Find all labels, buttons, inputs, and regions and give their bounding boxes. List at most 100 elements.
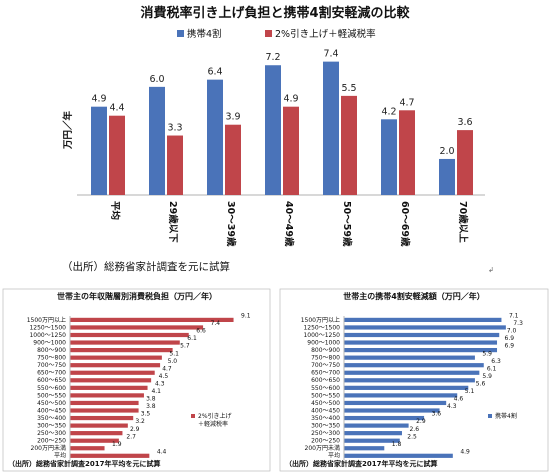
category-label-5: 50～59歳 xyxy=(341,201,353,247)
data-label-6: 5.9 xyxy=(482,350,492,357)
bar-2-4 xyxy=(283,106,299,195)
category-label-4: 40～49歳 xyxy=(283,201,295,247)
data-label-2-1: 4.4 xyxy=(109,103,124,114)
bar-10 xyxy=(344,385,469,390)
bar-15 xyxy=(70,423,128,428)
bar-1-7 xyxy=(439,158,455,195)
category-label-4: 900～1000 xyxy=(33,339,66,346)
data-label-18: 1.8 xyxy=(392,441,402,448)
category-label-15: 300～350 xyxy=(37,423,66,430)
data-label-13: 3.8 xyxy=(146,403,156,410)
chart-title: 世帯主の携帯4割安軽減額（万円／年） xyxy=(343,291,485,301)
income-mobile-saving-chart: 世帯主の携帯4割安軽減額（万円／年） 1500万円以上 7.1 1250～1500 7.… xyxy=(285,291,523,468)
category-label-17: 200～250 xyxy=(311,438,340,445)
legend-label: 携帯4割 xyxy=(495,412,517,420)
data-label-17: 2.7 xyxy=(126,433,136,440)
bar-18 xyxy=(70,446,105,451)
data-label-19: 4.4 xyxy=(157,448,167,455)
data-label-10: 5.6 xyxy=(476,380,486,387)
category-label-5: 800～900 xyxy=(311,347,340,354)
category-label-7: 70歳以上 xyxy=(457,201,469,243)
data-label-2-4: 4.9 xyxy=(283,94,298,105)
data-label-16: 2.6 xyxy=(409,426,419,433)
data-label-9: 5.9 xyxy=(482,373,492,380)
data-label-2-2: 3.3 xyxy=(167,123,182,134)
income-tax-burden-chart: 世帯主の年収階層別消費税負担（万円／年） 1500万円以上 9.1 1250～1500… xyxy=(8,291,251,468)
main-source-note: （出所）総務省家計調査を元に試算 xyxy=(62,260,230,273)
bar-2-6 xyxy=(399,110,415,195)
data-label-7: 5.0 xyxy=(168,358,178,365)
category-label-9: 600～650 xyxy=(311,377,340,384)
bar-19 xyxy=(344,453,453,458)
bar-11 xyxy=(344,393,458,398)
bar-12 xyxy=(70,400,139,406)
bar-1 xyxy=(344,317,502,322)
category-label-7: 700～750 xyxy=(37,362,66,369)
cursor-mark: ↲ xyxy=(488,266,494,274)
bar-18 xyxy=(344,446,385,451)
bar-8 xyxy=(344,370,480,375)
data-label-18: 1.9 xyxy=(112,441,122,448)
main-title: 消費税率引き上げ負担と携帯4割安軽減の比較 xyxy=(140,5,410,21)
bar-1-1 xyxy=(91,106,107,195)
bar-3 xyxy=(70,332,189,338)
data-label-8: 6.1 xyxy=(487,365,497,372)
data-label-1-2: 6.0 xyxy=(149,74,164,85)
bar-6 xyxy=(70,355,162,360)
bar-2 xyxy=(344,325,506,330)
bar-16 xyxy=(70,431,123,436)
data-label-11: 5.1 xyxy=(465,388,475,395)
bar-1-4 xyxy=(265,65,281,195)
category-label-13: 400～450 xyxy=(311,407,340,414)
data-label-3: 6.6 xyxy=(196,328,206,335)
bar-9 xyxy=(70,378,152,383)
data-label-13: 4.3 xyxy=(447,403,457,410)
category-label-3: 1000～1250 xyxy=(303,332,340,339)
data-label-1: 9.1 xyxy=(241,313,251,320)
data-label-15: 3.2 xyxy=(135,418,145,425)
data-label-6: 5.1 xyxy=(169,350,179,357)
legend-swatch xyxy=(488,414,492,418)
category-label-19: 平均 xyxy=(54,452,66,460)
bar-7 xyxy=(344,363,484,368)
category-label-12: 450～500 xyxy=(37,400,66,407)
category-label-14: 350～400 xyxy=(311,415,340,422)
data-label-2-6: 4.7 xyxy=(399,97,414,108)
bar-12 xyxy=(344,400,447,406)
bar-7 xyxy=(70,363,161,368)
category-label-16: 250～300 xyxy=(37,430,66,437)
legend-label-1: 携帯4割 xyxy=(187,28,222,40)
data-label-1-3: 6.4 xyxy=(207,67,222,78)
legend-swatch-1 xyxy=(177,30,184,37)
category-label-10: 550～600 xyxy=(311,385,340,392)
data-label-1-1: 4.9 xyxy=(91,94,106,105)
legend: 携帯4割 2%引き上げ＋軽減税率 xyxy=(177,28,376,40)
legend-swatch xyxy=(191,414,195,418)
data-label-8: 4.7 xyxy=(162,365,172,372)
left-panel-frame xyxy=(2,288,271,472)
legend-label-2: 2%引き上げ＋軽減税率 xyxy=(275,28,376,40)
category-label-4: 900～1000 xyxy=(307,339,340,346)
bar-2-1 xyxy=(109,115,125,195)
data-label-9: 4.5 xyxy=(159,373,169,380)
data-label-4: 6.1 xyxy=(187,335,197,342)
bar-5 xyxy=(70,348,173,353)
bar-10 xyxy=(70,385,148,390)
category-label-19: 平均 xyxy=(328,452,340,460)
data-label-4: 6.9 xyxy=(505,335,515,342)
data-label-14: 3.5 xyxy=(141,411,151,418)
category-label-15: 300～350 xyxy=(311,423,340,430)
bar-1-2 xyxy=(149,86,165,195)
bar-9 xyxy=(344,378,475,383)
bar-1-5 xyxy=(323,61,339,196)
category-label-1: 1500万円以上 xyxy=(301,316,340,324)
category-label-2: 1250～1500 xyxy=(29,324,66,331)
chart-title: 世帯主の年収階層別消費税負担（万円／年） xyxy=(57,291,217,301)
bar-4 xyxy=(70,340,180,345)
category-label-13: 400～450 xyxy=(37,407,66,414)
category-label-8: 650～700 xyxy=(37,370,66,377)
data-label-2-3: 3.9 xyxy=(225,112,240,123)
bar-1-6 xyxy=(381,119,397,195)
bar-14 xyxy=(70,415,134,421)
bar-5 xyxy=(344,348,498,353)
